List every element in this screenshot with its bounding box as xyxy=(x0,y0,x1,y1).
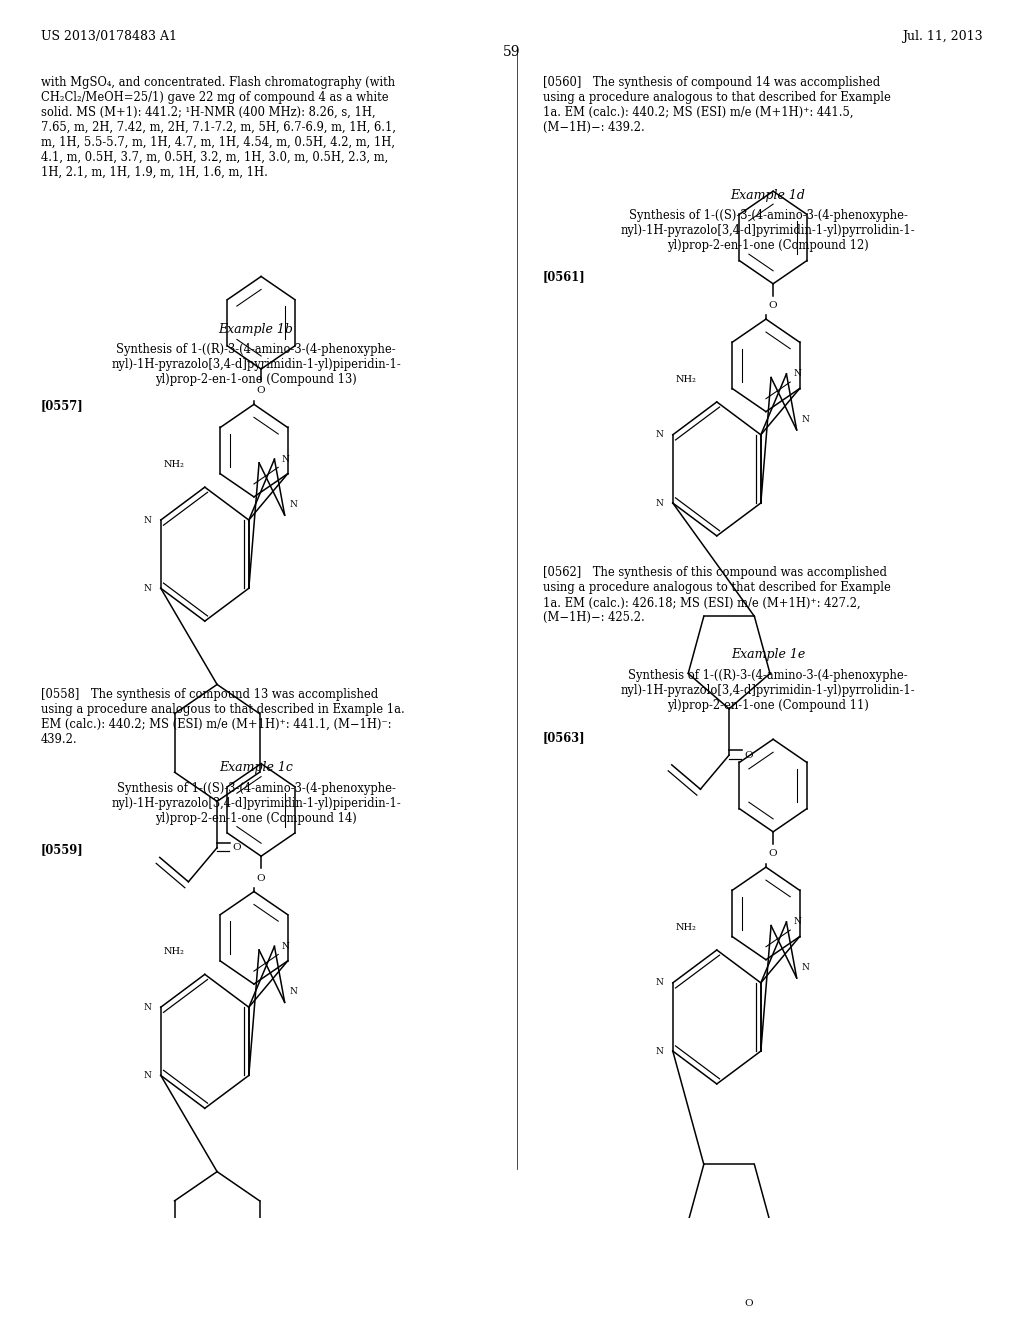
Text: NH₂: NH₂ xyxy=(164,946,184,956)
Text: Jul. 11, 2013: Jul. 11, 2013 xyxy=(902,30,983,44)
Text: N: N xyxy=(655,430,664,440)
Text: NH₂: NH₂ xyxy=(676,375,696,384)
Text: [0557]: [0557] xyxy=(41,400,84,412)
Text: N: N xyxy=(655,499,664,507)
Text: [0562] The synthesis of this compound was accomplished
using a procedure analogo: [0562] The synthesis of this compound wa… xyxy=(543,566,891,624)
Text: Example 1b: Example 1b xyxy=(218,323,294,335)
Text: [0561]: [0561] xyxy=(543,271,586,284)
Text: US 2013/0178483 A1: US 2013/0178483 A1 xyxy=(41,30,177,44)
Text: O: O xyxy=(744,1299,753,1308)
Text: N: N xyxy=(143,1003,152,1011)
Text: [0559]: [0559] xyxy=(41,842,84,855)
Text: N: N xyxy=(802,962,810,972)
Text: N: N xyxy=(282,942,290,950)
Text: O: O xyxy=(744,751,753,759)
Text: Example 1e: Example 1e xyxy=(731,648,805,661)
Text: Example 1d: Example 1d xyxy=(730,189,806,202)
Text: N: N xyxy=(290,500,298,510)
Text: with MgSO₄, and concentrated. Flash chromatography (with
CH₂Cl₂/MeOH=25/1) gave : with MgSO₄, and concentrated. Flash chro… xyxy=(41,75,396,178)
Text: Synthesis of 1-((S)-3-(4-amino-3-(4-phenoxyphe-
nyl)-1H-pyrazolo[3,4-d]pyrimidin: Synthesis of 1-((S)-3-(4-amino-3-(4-phen… xyxy=(112,781,400,825)
Text: O: O xyxy=(257,874,265,883)
Text: O: O xyxy=(257,387,265,396)
Text: N: N xyxy=(143,516,152,524)
Text: N: N xyxy=(794,917,802,927)
Text: [0560] The synthesis of compound 14 was accomplished
using a procedure analogous: [0560] The synthesis of compound 14 was … xyxy=(543,75,891,133)
Text: N: N xyxy=(802,414,810,424)
Text: N: N xyxy=(290,987,298,997)
Text: O: O xyxy=(232,843,241,853)
Text: Synthesis of 1-((S)-3-(4-amino-3-(4-phenoxyphe-
nyl)-1H-pyrazolo[3,4-d]pyrimidin: Synthesis of 1-((S)-3-(4-amino-3-(4-phen… xyxy=(621,210,915,252)
Text: O: O xyxy=(769,301,777,310)
Text: NH₂: NH₂ xyxy=(164,459,184,469)
Text: N: N xyxy=(655,1047,664,1056)
Text: 59: 59 xyxy=(503,45,521,59)
Text: [0558] The synthesis of compound 13 was accomplished
using a procedure analogous: [0558] The synthesis of compound 13 was … xyxy=(41,688,404,746)
Text: Synthesis of 1-((R)-3-(4-amino-3-(4-phenoxyphe-
nyl)-1H-pyrazolo[3,4-d]pyrimidin: Synthesis of 1-((R)-3-(4-amino-3-(4-phen… xyxy=(112,343,400,387)
Text: O: O xyxy=(769,849,777,858)
Text: N: N xyxy=(655,978,664,987)
Text: N: N xyxy=(143,1071,152,1080)
Text: NH₂: NH₂ xyxy=(676,923,696,932)
Text: [0563]: [0563] xyxy=(543,731,586,743)
Text: Synthesis of 1-((R)-3-(4-amino-3-(4-phenoxyphe-
nyl)-1H-pyrazolo[3,4-d]pyrimidin: Synthesis of 1-((R)-3-(4-amino-3-(4-phen… xyxy=(621,669,915,711)
Text: N: N xyxy=(282,454,290,463)
Text: N: N xyxy=(794,370,802,379)
Text: N: N xyxy=(143,583,152,593)
Text: Example 1c: Example 1c xyxy=(219,762,293,775)
